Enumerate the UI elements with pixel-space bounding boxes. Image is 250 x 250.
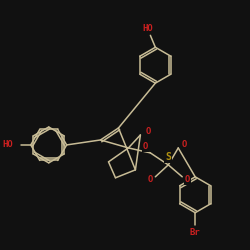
Text: O: O bbox=[182, 140, 187, 149]
Text: HO: HO bbox=[142, 24, 153, 33]
Text: O: O bbox=[143, 142, 148, 152]
Text: O: O bbox=[184, 175, 190, 184]
Text: O: O bbox=[148, 175, 153, 184]
Text: S: S bbox=[165, 152, 171, 162]
Text: Br: Br bbox=[190, 228, 200, 237]
Text: O: O bbox=[146, 128, 151, 136]
Text: HO: HO bbox=[2, 140, 13, 149]
